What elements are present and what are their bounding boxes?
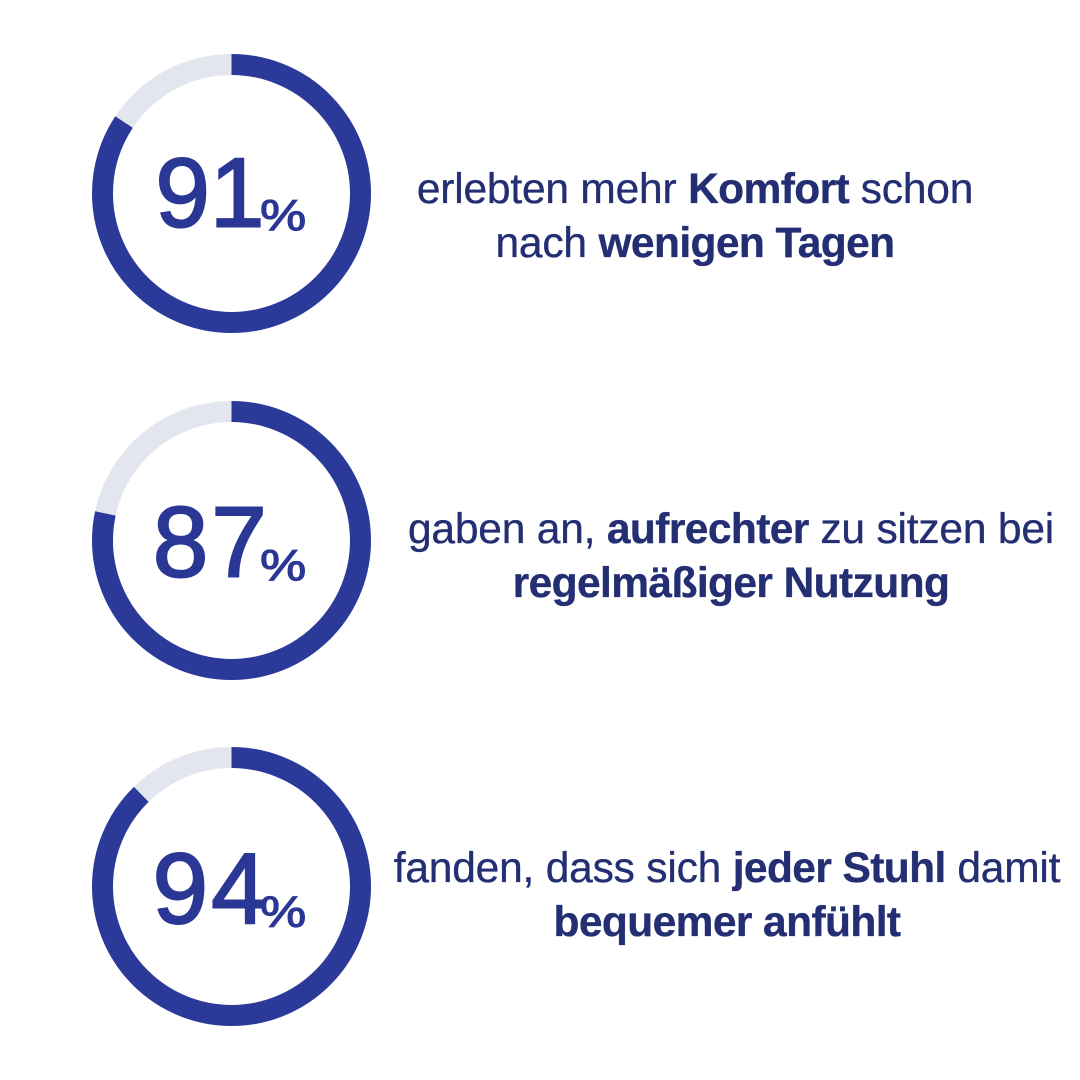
- svg-text:91: 91: [155, 137, 264, 247]
- svg-text:%: %: [260, 541, 306, 590]
- svg-text:87: 87: [153, 486, 270, 598]
- svg-text:%: %: [260, 191, 306, 240]
- svg-text:%: %: [260, 888, 306, 937]
- svg-text:94: 94: [153, 833, 270, 945]
